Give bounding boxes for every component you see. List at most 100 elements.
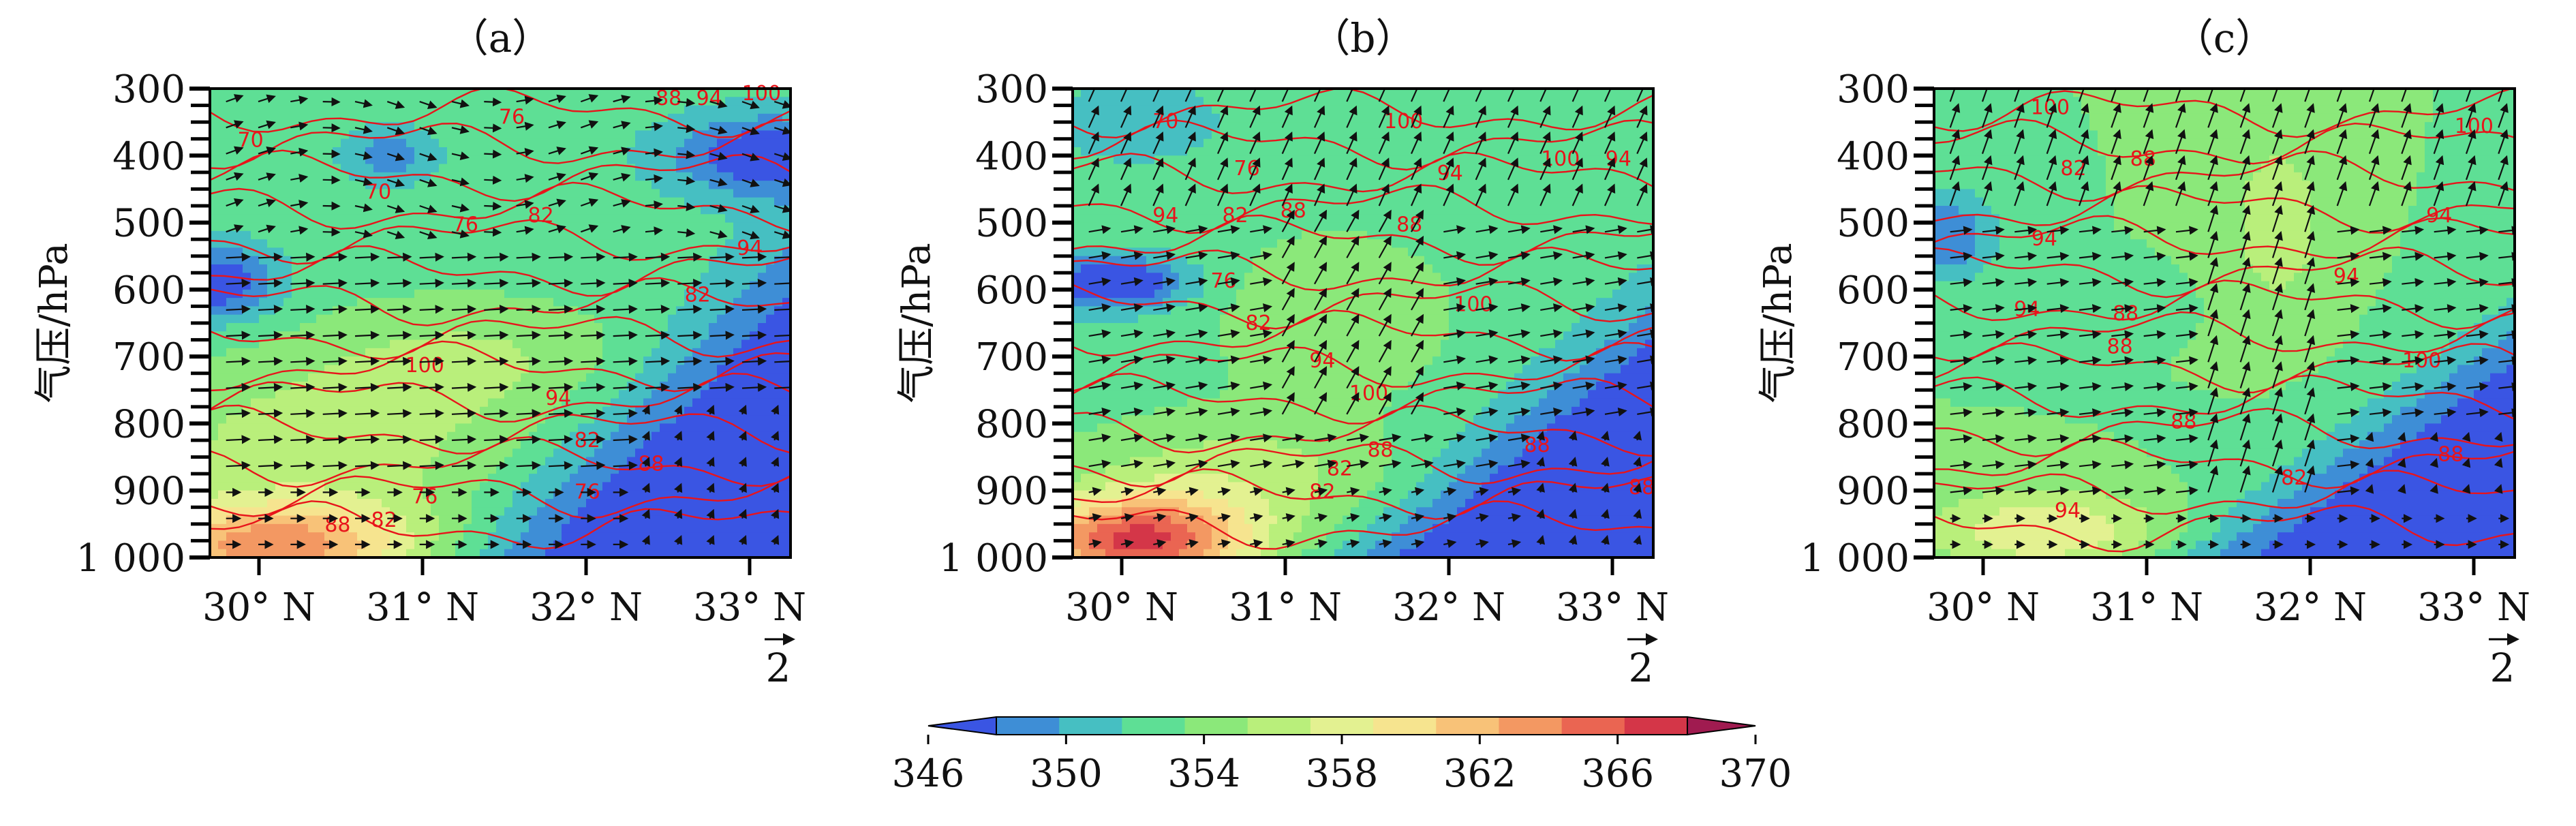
field-cell	[741, 499, 750, 508]
field-cell	[1081, 448, 1090, 457]
field-cell	[594, 214, 603, 223]
field-cell	[292, 474, 301, 483]
field-cell	[1122, 390, 1131, 399]
field-cell	[619, 181, 628, 189]
field-cell	[1105, 340, 1114, 349]
field-cell	[357, 448, 366, 457]
field-cell	[758, 114, 767, 123]
field-cell	[1122, 315, 1131, 324]
field-cell	[1081, 181, 1090, 189]
field-cell	[521, 474, 530, 483]
field-cell	[243, 315, 251, 324]
field-cell	[1081, 214, 1090, 223]
field-cell	[651, 290, 660, 299]
field-cell	[725, 315, 734, 324]
field-cell	[701, 365, 709, 373]
field-cell	[1114, 356, 1122, 365]
field-cell	[750, 139, 758, 148]
field-cell	[488, 499, 497, 508]
field-cell	[382, 106, 390, 114]
field-cell	[717, 482, 726, 491]
field-cell	[1130, 399, 1139, 408]
field-cell	[234, 524, 243, 533]
field-cell	[701, 114, 709, 123]
field-cell	[594, 290, 603, 299]
field-cell	[423, 290, 431, 299]
field-cell	[1122, 415, 1131, 424]
field-cell	[635, 524, 644, 533]
panel-label: （a）	[449, 15, 552, 61]
contour-label: 82	[528, 204, 554, 228]
field-cell	[725, 465, 734, 474]
field-cell	[283, 532, 292, 541]
field-cell	[725, 532, 734, 541]
field-cell	[750, 532, 758, 541]
field-cell	[1081, 507, 1090, 516]
field-cell	[545, 482, 554, 491]
field-cell	[701, 206, 709, 215]
field-cell	[341, 97, 350, 106]
field-cell	[292, 298, 301, 307]
field-cell	[1146, 474, 1155, 483]
field-cell	[717, 273, 726, 281]
field-cell	[398, 516, 407, 525]
field-cell	[627, 247, 636, 256]
field-cell	[709, 139, 718, 148]
x-tick-label: 30° N	[202, 585, 316, 630]
field-cell	[611, 130, 619, 139]
field-cell	[234, 532, 243, 541]
field-cell	[382, 499, 390, 508]
field-cell	[431, 315, 440, 324]
field-cell	[684, 415, 693, 424]
field-cell	[226, 516, 235, 525]
field-cell	[627, 516, 636, 525]
field-cell	[218, 130, 227, 139]
field-cell	[643, 440, 652, 449]
field-cell	[594, 340, 603, 349]
field-cell	[1154, 239, 1163, 248]
field-cell	[341, 315, 350, 324]
field-cell	[602, 239, 611, 248]
field-cell	[431, 457, 440, 466]
field-cell	[439, 198, 448, 206]
field-cell	[766, 189, 775, 198]
field-cell	[431, 155, 440, 164]
field-cell	[1081, 247, 1090, 256]
field-cell	[1130, 164, 1139, 173]
field-cell	[292, 239, 301, 248]
field-cell	[1130, 474, 1139, 483]
field-cell	[1138, 114, 1147, 123]
field-cell	[651, 231, 660, 240]
field-cell	[570, 264, 579, 273]
field-cell	[455, 290, 464, 299]
field-cell	[251, 356, 260, 365]
field-cell	[406, 440, 415, 449]
field-cell	[357, 532, 366, 541]
field-cell	[349, 164, 358, 173]
field-cell	[602, 139, 611, 148]
field-cell	[463, 147, 472, 156]
field-cell	[570, 114, 579, 123]
field-cell	[774, 373, 783, 382]
field-cell	[365, 214, 374, 223]
field-cell	[1138, 164, 1147, 173]
field-cell	[1105, 482, 1114, 491]
field-cell	[226, 298, 235, 307]
field-cell	[766, 147, 775, 156]
field-cell	[651, 524, 660, 533]
field-cell	[251, 348, 260, 357]
field-cell	[349, 122, 358, 131]
field-cell	[741, 399, 750, 408]
field-cell	[1122, 474, 1131, 483]
field-cell	[1105, 264, 1114, 273]
field-cell	[701, 181, 709, 189]
field-cell	[1138, 524, 1147, 533]
field-cell	[750, 474, 758, 483]
field-cell	[1114, 315, 1122, 324]
field-cell	[684, 189, 693, 198]
field-cell	[1089, 340, 1098, 349]
field-cell	[750, 524, 758, 533]
field-cell	[586, 139, 595, 148]
field-cell	[316, 114, 325, 123]
field-cell	[545, 164, 554, 173]
